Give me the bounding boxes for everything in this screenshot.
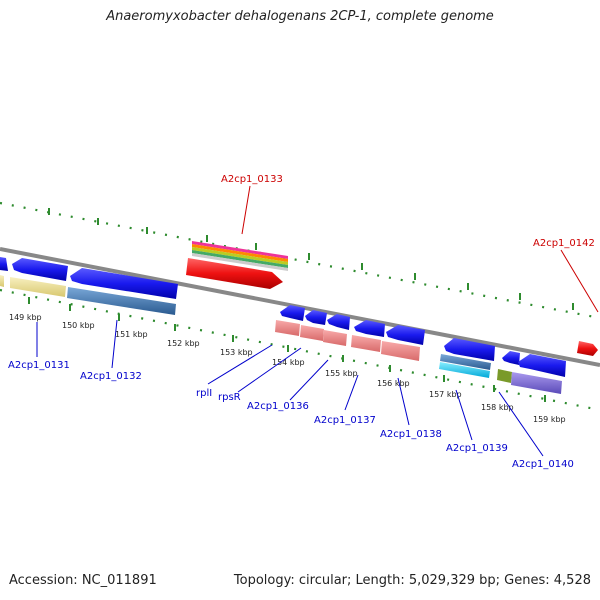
ruler-tick-153: 153 kbp xyxy=(220,348,253,357)
gene-bands-a2cp1-0133 xyxy=(192,241,288,271)
gene-a2cp1-0133[interactable] xyxy=(186,258,283,289)
gene-arrow-left-2[interactable] xyxy=(12,258,68,281)
gene-arrow-left-1[interactable] xyxy=(0,257,8,271)
accession-text: Accession: NC_011891 xyxy=(9,573,157,588)
label-a2cp1-0137[interactable]: A2cp1_0137 xyxy=(314,415,376,426)
gene-arrow-155[interactable] xyxy=(327,314,350,330)
ruler-tick-151: 151 kbp xyxy=(115,330,148,339)
forward-gene-labels: A2cp1_0133 A2cp1_0142 xyxy=(221,174,595,249)
label-rpli[interactable]: rplI xyxy=(196,388,212,399)
label-a2cp1-0142[interactable]: A2cp1_0142 xyxy=(533,238,595,249)
ruler-tick-149: 149 kbp xyxy=(9,313,42,322)
ruler-tick-150: 150 kbp xyxy=(62,321,95,330)
label-a2cp1-0133[interactable]: A2cp1_0133 xyxy=(221,174,283,185)
ruler-tick-157: 157 kbp xyxy=(429,390,462,399)
gene-arrow-left-3[interactable] xyxy=(70,268,178,299)
reverse-gene-labels: A2cp1_0131 A2cp1_0132 rplI rpsR A2cp1_01… xyxy=(8,360,574,470)
gene-arrow-154b[interactable] xyxy=(305,310,327,325)
gene-arrow-157[interactable] xyxy=(444,338,495,361)
label-a2cp1-0140[interactable]: A2cp1_0140 xyxy=(512,459,574,470)
label-rpsr[interactable]: rpsR xyxy=(218,392,241,403)
reverse-genes xyxy=(0,257,566,377)
ruler-tick-156: 156 kbp xyxy=(377,379,410,388)
gene-arrow-154a[interactable] xyxy=(280,305,305,321)
label-a2cp1-0136[interactable]: A2cp1_0136 xyxy=(247,401,309,412)
track-tick-marks xyxy=(28,208,574,402)
gene-arrow-156a[interactable] xyxy=(354,320,385,337)
kbp-ruler: 149 kbp 150 kbp 151 kbp 152 kbp 153 kbp … xyxy=(9,313,566,424)
label-a2cp1-0139[interactable]: A2cp1_0139 xyxy=(446,443,508,454)
ruler-tick-154: 154 kbp xyxy=(272,358,305,367)
gene-arrow-156b[interactable] xyxy=(386,325,425,345)
label-a2cp1-0131[interactable]: A2cp1_0131 xyxy=(8,360,70,371)
gene-a2cp1-0142[interactable] xyxy=(577,341,598,356)
label-a2cp1-0138[interactable]: A2cp1_0138 xyxy=(380,429,442,440)
ruler-tick-155: 155 kbp xyxy=(325,369,358,378)
gene-arrow-158b[interactable] xyxy=(518,354,566,377)
reverse-leader-lines xyxy=(36,319,544,457)
genome-stats-text: Topology: circular; Length: 5,029,329 bp… xyxy=(233,573,591,588)
ruler-tick-159: 159 kbp xyxy=(533,415,566,424)
annotation-bands-reverse xyxy=(0,275,562,394)
label-a2cp1-0132[interactable]: A2cp1_0132 xyxy=(80,371,142,382)
ruler-tick-158: 158 kbp xyxy=(481,403,514,412)
forward-leader-lines xyxy=(241,185,599,313)
gene-arrow-158a[interactable] xyxy=(502,351,520,365)
ruler-tick-152: 152 kbp xyxy=(167,339,200,348)
genome-title: Anaeromyxobacter dehalogenans 2CP-1, com… xyxy=(106,9,494,24)
